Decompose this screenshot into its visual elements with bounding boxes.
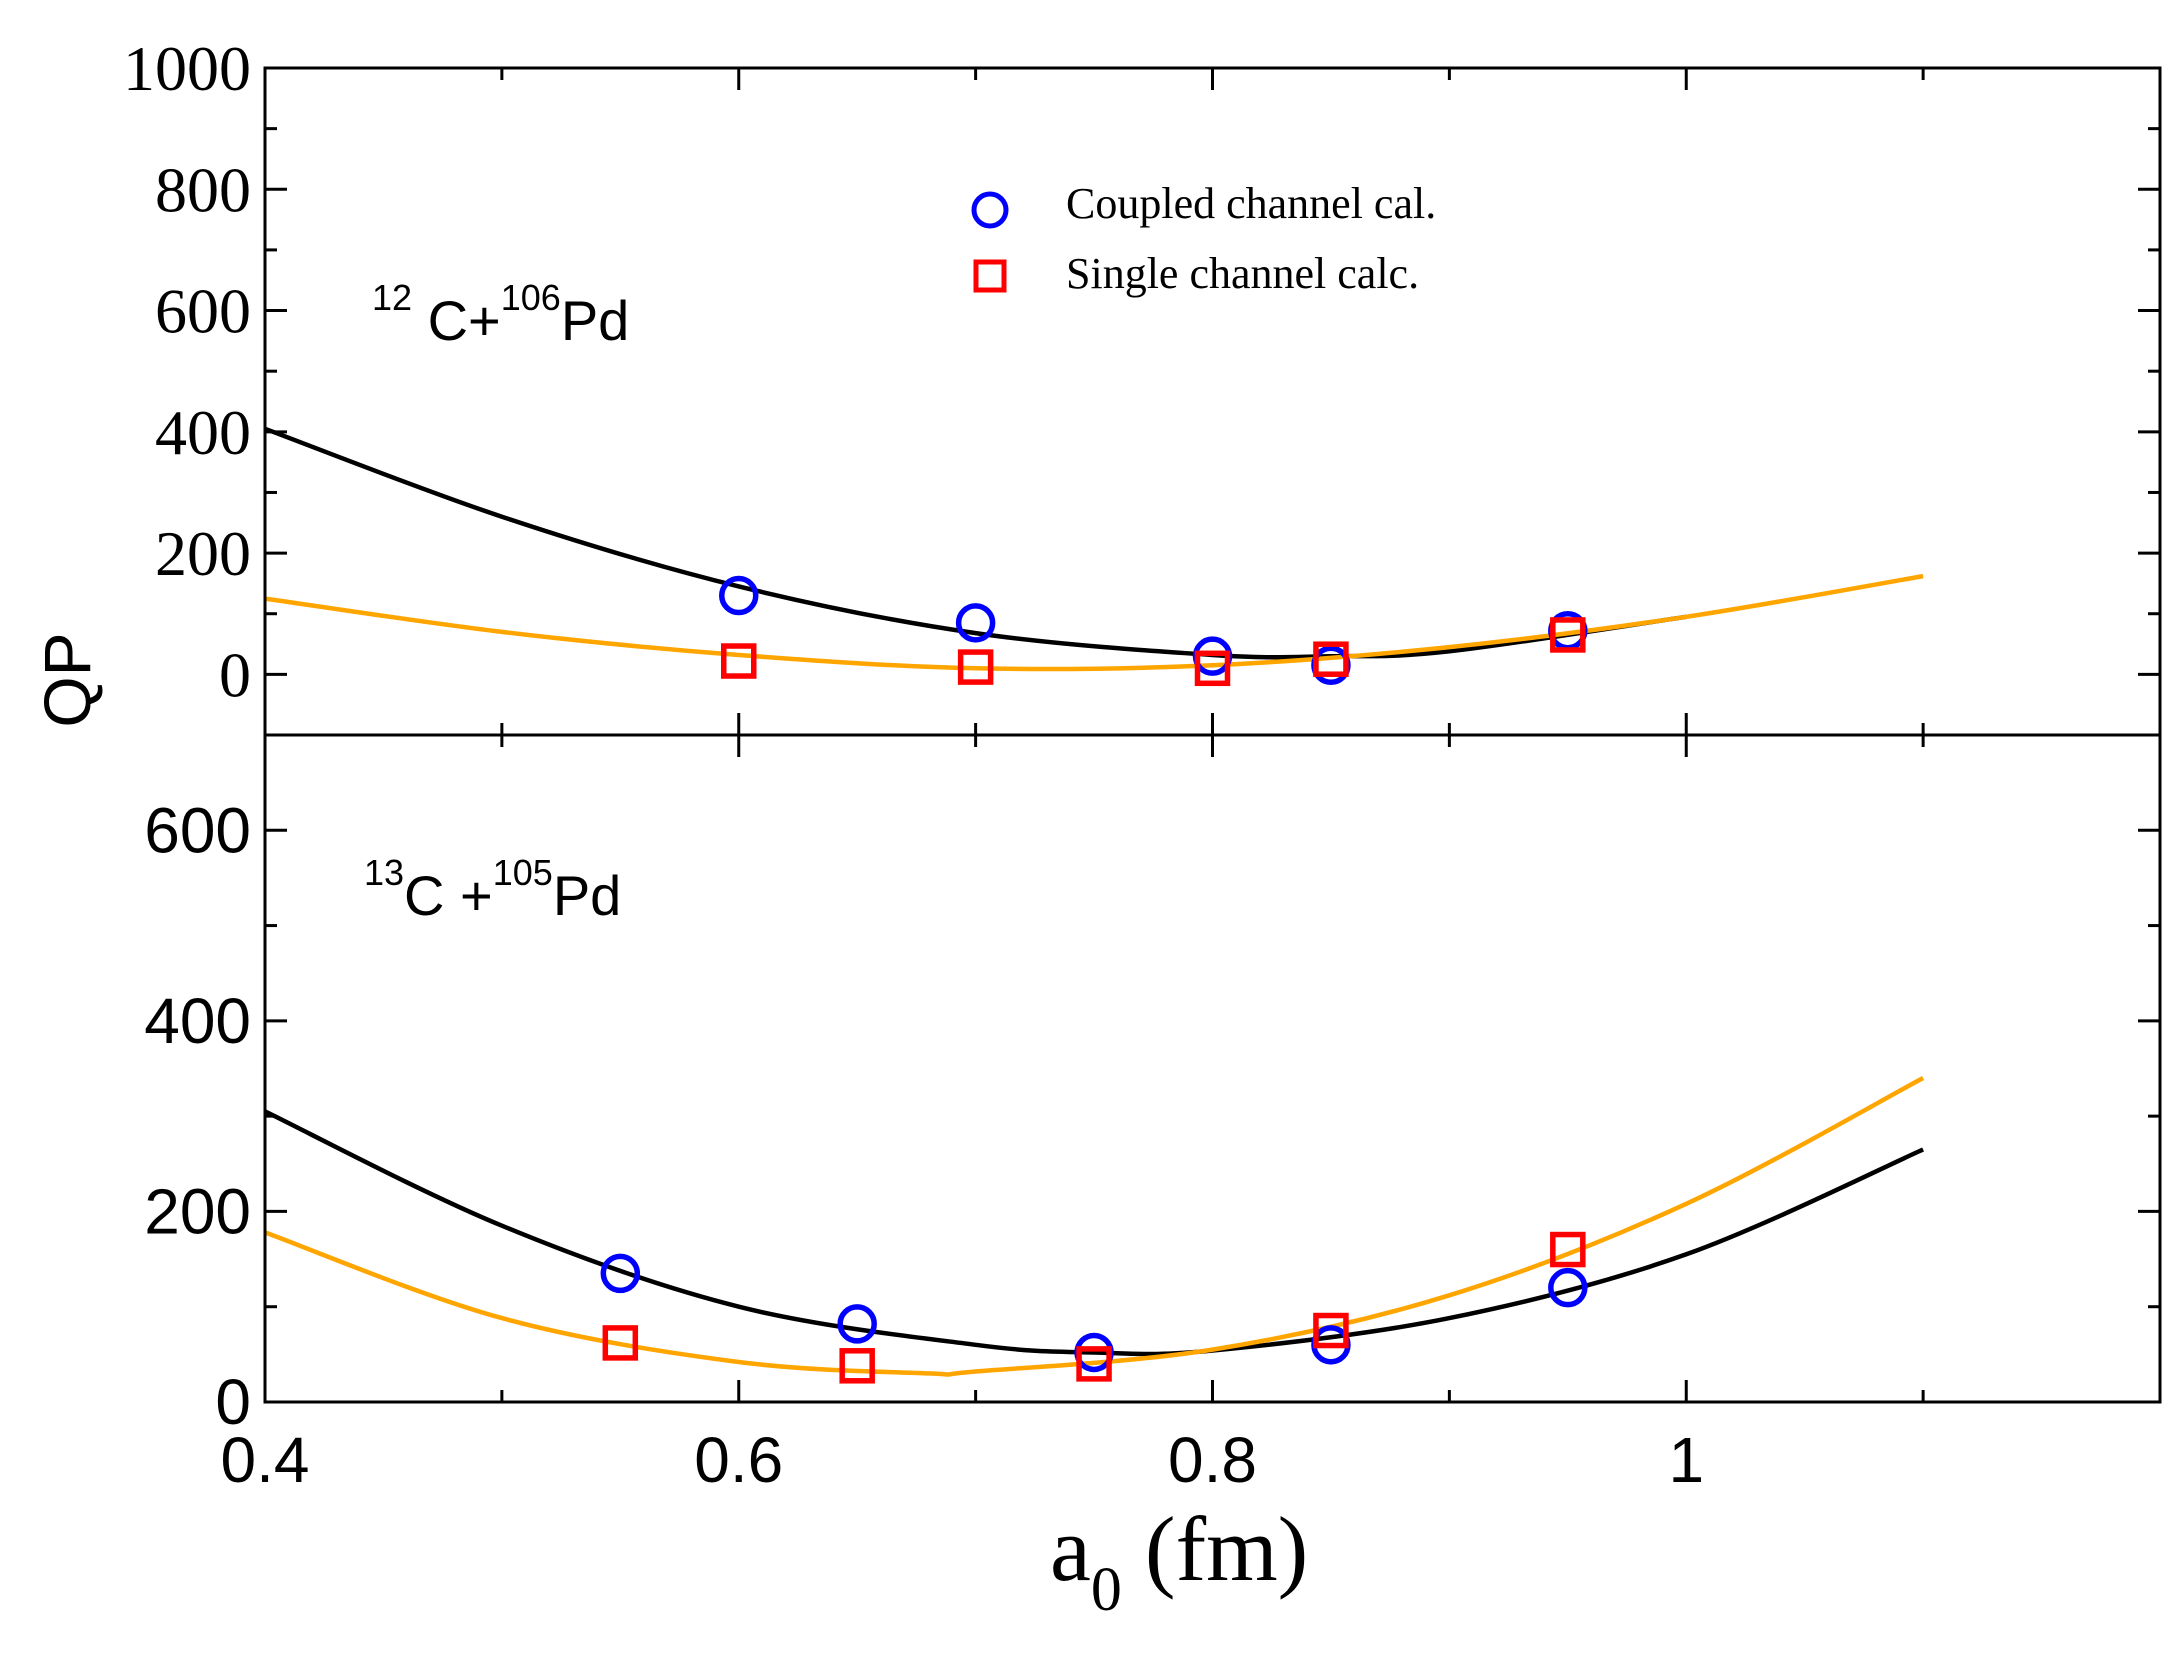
top-point-single <box>1550 617 1586 653</box>
bottom-y-tick-label: 0 <box>215 1366 251 1438</box>
top-fit-curve-black <box>264 426 1687 660</box>
top-annotation-target-mass: 12 <box>372 277 412 318</box>
legend-marker-single <box>973 259 1007 293</box>
panel-bottom: 0 200 400 600 0.4 0.6 0.8 1 13C +105Pd <box>144 733 2162 1496</box>
top-annotation-target: C+ <box>412 289 501 352</box>
top-annotation-projectile-mass: 106 <box>501 277 561 318</box>
top-data-points <box>719 575 1588 687</box>
bottom-point-single <box>1313 1312 1349 1349</box>
bottom-y-tick-label: 200 <box>144 1175 251 1247</box>
top-annotation: 12 C+106Pd <box>372 277 629 352</box>
bottom-y-tick-label: 400 <box>144 985 251 1057</box>
top-fit-curves <box>264 426 1924 672</box>
top-y-tick-label: 1000 <box>123 33 251 104</box>
x-tick-label: 0.6 <box>694 1424 783 1496</box>
top-point-single <box>1313 641 1349 677</box>
top-fit-curve-orange <box>264 573 1924 672</box>
top-y-tick-label: 800 <box>155 154 251 225</box>
bottom-point-coupled <box>1548 1267 1588 1308</box>
top-y-tick-label: 200 <box>155 518 251 589</box>
bottom-annotation-target: C + <box>404 864 493 927</box>
legend: Coupled channel cal. Single channel calc… <box>971 179 1436 298</box>
bottom-point-coupled <box>837 1304 877 1344</box>
bottom-point-single <box>839 1348 875 1384</box>
x-tick-label: 1 <box>1668 1424 1704 1496</box>
top-point-coupled <box>955 603 996 643</box>
bottom-data-points <box>600 1231 1588 1384</box>
top-y-tick-label: 0 <box>219 639 251 710</box>
x-tick-label: 0.4 <box>221 1424 310 1496</box>
x-axis-label-unit: (fm) <box>1122 1498 1308 1600</box>
legend-marker-coupled <box>971 191 1009 229</box>
bottom-annotation-projectile: Pd <box>553 864 622 927</box>
legend-label-coupled: Coupled channel cal. <box>1066 179 1436 228</box>
x-axis-label-base: a <box>1050 1498 1091 1600</box>
x-axis-label: a0 (fm) <box>1050 1498 1308 1624</box>
x-tick-labels: 0.4 0.6 0.8 1 <box>221 1424 1705 1496</box>
top-point-single <box>721 643 757 679</box>
panel-top: 0 200 400 600 800 1000 12 C+106Pd Coupled cha… <box>123 33 2162 737</box>
top-point-coupled <box>719 575 759 616</box>
bottom-fit-curve-orange <box>264 1076 1925 1377</box>
top-y-tick-label: 400 <box>155 397 251 468</box>
bottom-annotation-projectile-mass: 105 <box>493 852 553 893</box>
legend-label-single: Single channel calc. <box>1066 249 1419 298</box>
bottom-fit-curve-black <box>264 1109 1925 1357</box>
bottom-plot-frame <box>263 733 2162 1404</box>
bottom-point-coupled <box>600 1253 641 1294</box>
y-axis-label: QP <box>30 632 104 727</box>
top-y-tick-label: 600 <box>155 276 251 347</box>
bottom-point-single <box>1550 1231 1586 1268</box>
top-point-single <box>957 649 994 685</box>
x-tick-label: 0.8 <box>1168 1424 1257 1496</box>
top-y-tick-labels: 0 200 400 600 800 1000 <box>123 33 251 710</box>
bottom-y-tick-labels: 0 200 400 600 <box>144 794 251 1438</box>
bottom-fit-curves <box>264 1076 1925 1377</box>
bottom-point-single <box>1076 1346 1112 1382</box>
bottom-annotation: 13C +105Pd <box>364 852 621 927</box>
bottom-y-tick-label: 600 <box>144 794 251 866</box>
top-annotation-projectile: Pd <box>561 289 630 352</box>
bottom-point-single <box>602 1325 639 1361</box>
bottom-annotation-target-mass: 13 <box>364 852 404 893</box>
top-point-single <box>1194 650 1231 687</box>
x-axis-label-subscript: 0 <box>1091 1556 1122 1624</box>
